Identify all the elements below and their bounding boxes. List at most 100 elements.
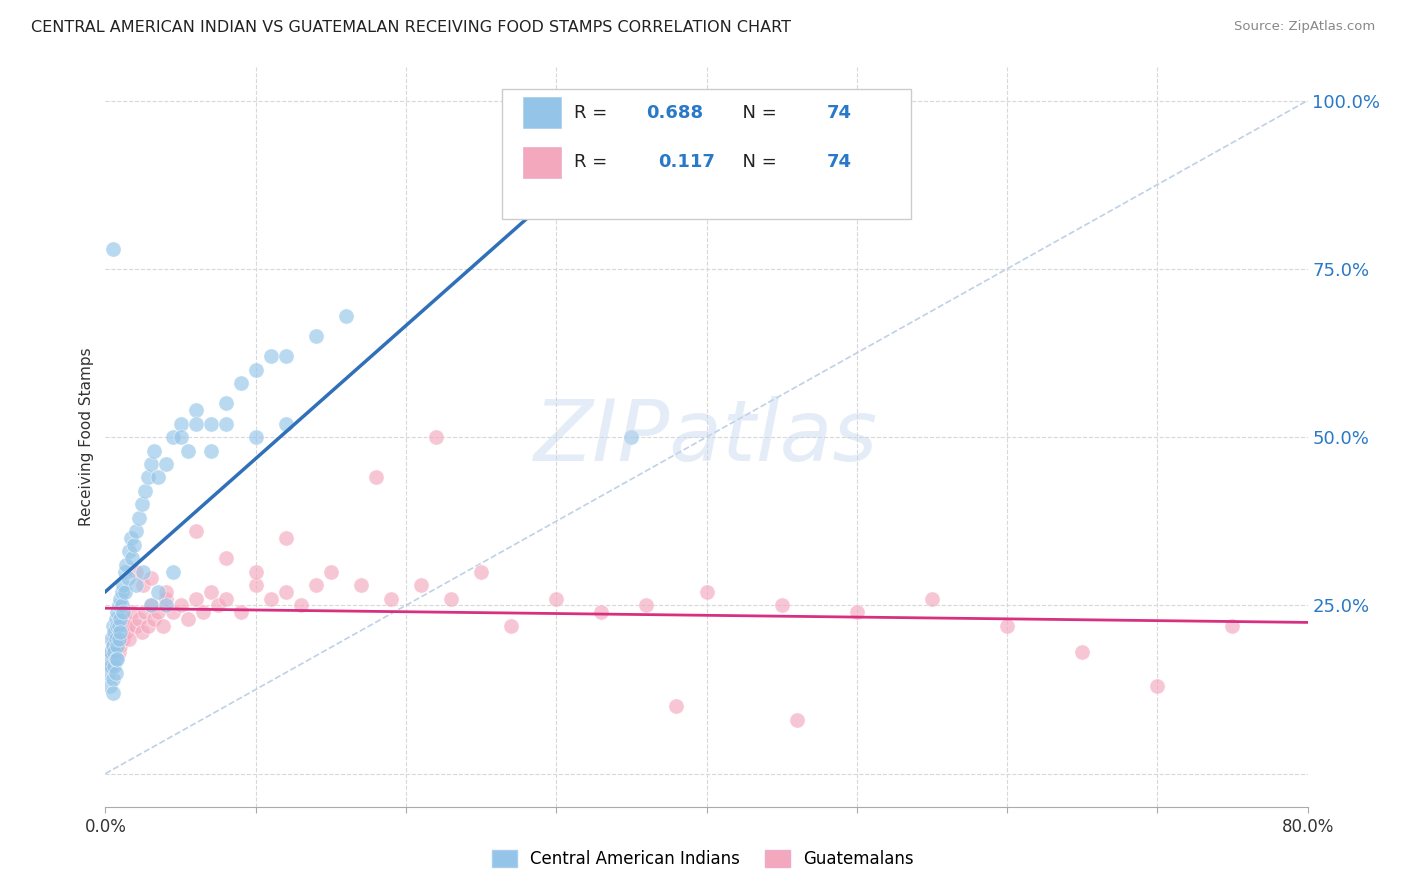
Point [100,632,122,646]
Legend: Central American Indians, Guatemalans: Central American Indians, Guatemalans [485,843,921,875]
Point [169,599,191,613]
Point [155,591,177,606]
Text: N =: N = [731,103,782,122]
Point [104,612,127,626]
Point [139,599,162,613]
Point [117,618,139,632]
Point [110,612,132,626]
Point [245,430,267,444]
Point [128,511,150,525]
Point [136,470,159,484]
Point [110,625,132,640]
Text: R =: R = [574,153,619,171]
Point [274,585,297,599]
Point [118,632,141,646]
FancyBboxPatch shape [523,147,561,178]
Point [177,612,200,626]
Point [114,565,136,579]
Point [169,430,191,444]
Point [100,645,122,659]
Point [995,618,1018,632]
Point [112,632,135,646]
FancyBboxPatch shape [502,89,911,219]
Point [124,524,146,539]
Point [98,652,121,666]
Point [103,632,125,646]
Point [380,591,402,606]
Point [305,329,328,343]
Point [108,645,131,659]
Point [146,470,169,484]
Point [184,591,207,606]
Point [114,585,136,599]
Point [107,618,129,632]
Point [470,565,492,579]
Point [319,565,342,579]
Point [139,457,162,471]
Point [200,443,222,458]
Point [136,618,159,632]
Point [101,242,124,256]
Point [128,612,150,626]
Point [162,430,184,444]
Point [97,665,120,680]
Point [501,618,523,632]
FancyBboxPatch shape [523,97,561,128]
Point [142,612,165,626]
Point [107,639,129,653]
Text: Source: ZipAtlas.com: Source: ZipAtlas.com [1234,20,1375,33]
Point [104,639,127,653]
Text: 74: 74 [827,153,852,171]
Point [364,470,387,484]
Point [134,605,156,619]
Point [104,652,127,666]
Point [101,686,124,700]
Point [122,538,145,552]
Point [124,565,146,579]
Point [335,309,357,323]
Point [107,605,129,619]
Point [274,417,297,431]
Point [103,645,125,659]
Point [260,591,283,606]
Point [111,599,134,613]
Point [121,551,143,566]
Point [162,605,184,619]
Point [770,599,793,613]
Point [100,659,122,673]
Point [110,591,132,606]
Point [260,349,283,363]
Point [142,443,165,458]
Point [111,618,134,632]
Point [214,417,236,431]
Point [124,578,146,592]
Point [110,639,132,653]
Text: N =: N = [731,153,782,171]
Text: 0.117: 0.117 [658,153,716,171]
Point [108,599,131,613]
Point [98,659,121,673]
Point [107,632,129,646]
Point [114,612,136,626]
Point [139,571,162,585]
Point [1222,618,1244,632]
Point [440,591,463,606]
Point [665,699,688,714]
Point [229,605,252,619]
Point [162,565,184,579]
Point [636,599,658,613]
Point [921,591,943,606]
Point [103,659,125,673]
Point [107,652,129,666]
Point [115,625,138,640]
Point [305,578,328,592]
Point [245,363,267,377]
Point [107,618,129,632]
Point [121,605,143,619]
Point [546,591,568,606]
Point [155,599,177,613]
Point [591,605,613,619]
Point [409,578,432,592]
Point [229,376,252,391]
Point [146,605,169,619]
